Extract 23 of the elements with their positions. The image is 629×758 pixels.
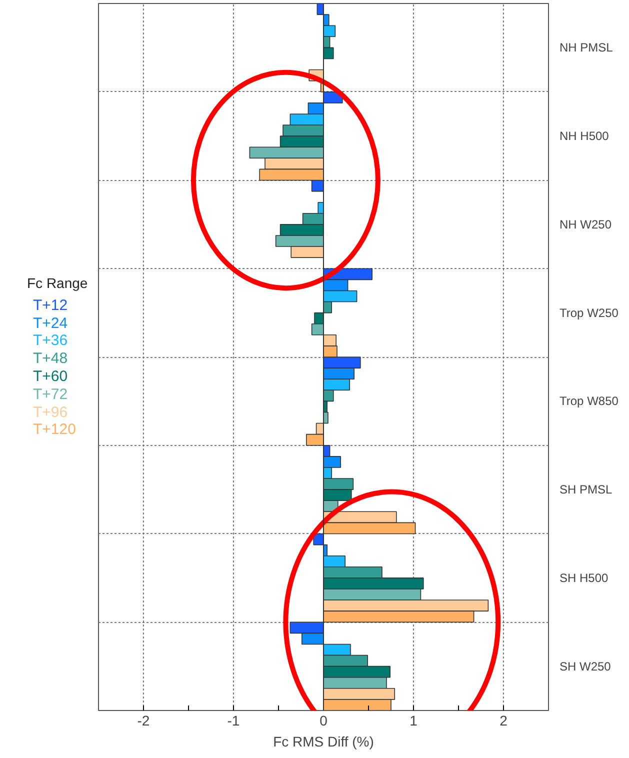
legend-title: Fc Range	[27, 275, 88, 293]
text: T+48	[33, 350, 69, 368]
x-tick-label: 2	[500, 712, 508, 728]
text: T+60	[33, 368, 69, 386]
text: T+120	[33, 421, 77, 440]
text: T+12	[33, 296, 69, 315]
y-tick-label: NH H500	[560, 129, 610, 144]
x-axis-title: Fc RMS Diff (%)	[273, 734, 374, 750]
y-tick-label: Trop W250	[560, 306, 619, 320]
y-tick-label: Trop W850	[560, 394, 619, 408]
text: T+72	[33, 386, 69, 404]
x-tick-label: 0	[320, 712, 328, 728]
x-tick-label: 1	[410, 712, 418, 728]
x-tick-label: -2	[137, 712, 150, 728]
y-tick-label: NH PMSL	[560, 40, 614, 55]
text: T+36	[33, 332, 69, 350]
y-tick-label: SH PMSL	[560, 482, 613, 497]
x-tick-label: -1	[227, 712, 240, 728]
text: T+24	[33, 314, 69, 332]
y-tick-label: SH H500	[560, 570, 609, 585]
text: T+96	[33, 404, 69, 422]
y-tick-label: NH W250	[560, 217, 612, 232]
y-tick-label: SH W250	[560, 659, 612, 674]
